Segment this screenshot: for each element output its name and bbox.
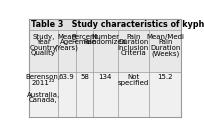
Text: Quality: Quality bbox=[31, 50, 56, 56]
Text: Duration: Duration bbox=[150, 45, 181, 51]
Text: Study,: Study, bbox=[32, 34, 54, 40]
Text: Year: Year bbox=[36, 39, 51, 45]
Text: Pain: Pain bbox=[126, 34, 141, 40]
Text: Pain: Pain bbox=[158, 39, 173, 45]
Text: 63.9: 63.9 bbox=[59, 74, 75, 80]
Text: Mean: Mean bbox=[57, 34, 76, 40]
Text: Female: Female bbox=[72, 39, 97, 45]
Text: 15.2: 15.2 bbox=[157, 74, 173, 80]
Text: Criteria: Criteria bbox=[121, 50, 146, 56]
Text: Percent: Percent bbox=[71, 34, 98, 40]
Text: Australia,: Australia, bbox=[27, 92, 60, 98]
Text: Randomized: Randomized bbox=[84, 39, 127, 45]
Text: 134: 134 bbox=[99, 74, 112, 80]
Text: Inclusion: Inclusion bbox=[118, 45, 149, 51]
Text: specified: specified bbox=[118, 80, 149, 86]
Text: 58: 58 bbox=[80, 74, 89, 80]
Text: Berenson,: Berenson, bbox=[26, 74, 61, 80]
Text: Not: Not bbox=[127, 74, 140, 80]
Text: Table 3   Study characteristics of kyphoplasty trials: Table 3 Study characteristics of kyphopl… bbox=[31, 20, 204, 29]
Text: Duration: Duration bbox=[118, 39, 149, 45]
Text: Age: Age bbox=[60, 39, 73, 45]
Text: Number: Number bbox=[91, 34, 119, 40]
Text: Country: Country bbox=[29, 45, 57, 51]
Text: Mean/Medi: Mean/Medi bbox=[146, 34, 184, 40]
Text: Canada,: Canada, bbox=[29, 97, 58, 103]
Text: (Years): (Years) bbox=[55, 45, 79, 51]
Text: (Weeks): (Weeks) bbox=[151, 50, 180, 57]
Text: 2011²²: 2011²² bbox=[32, 80, 55, 86]
